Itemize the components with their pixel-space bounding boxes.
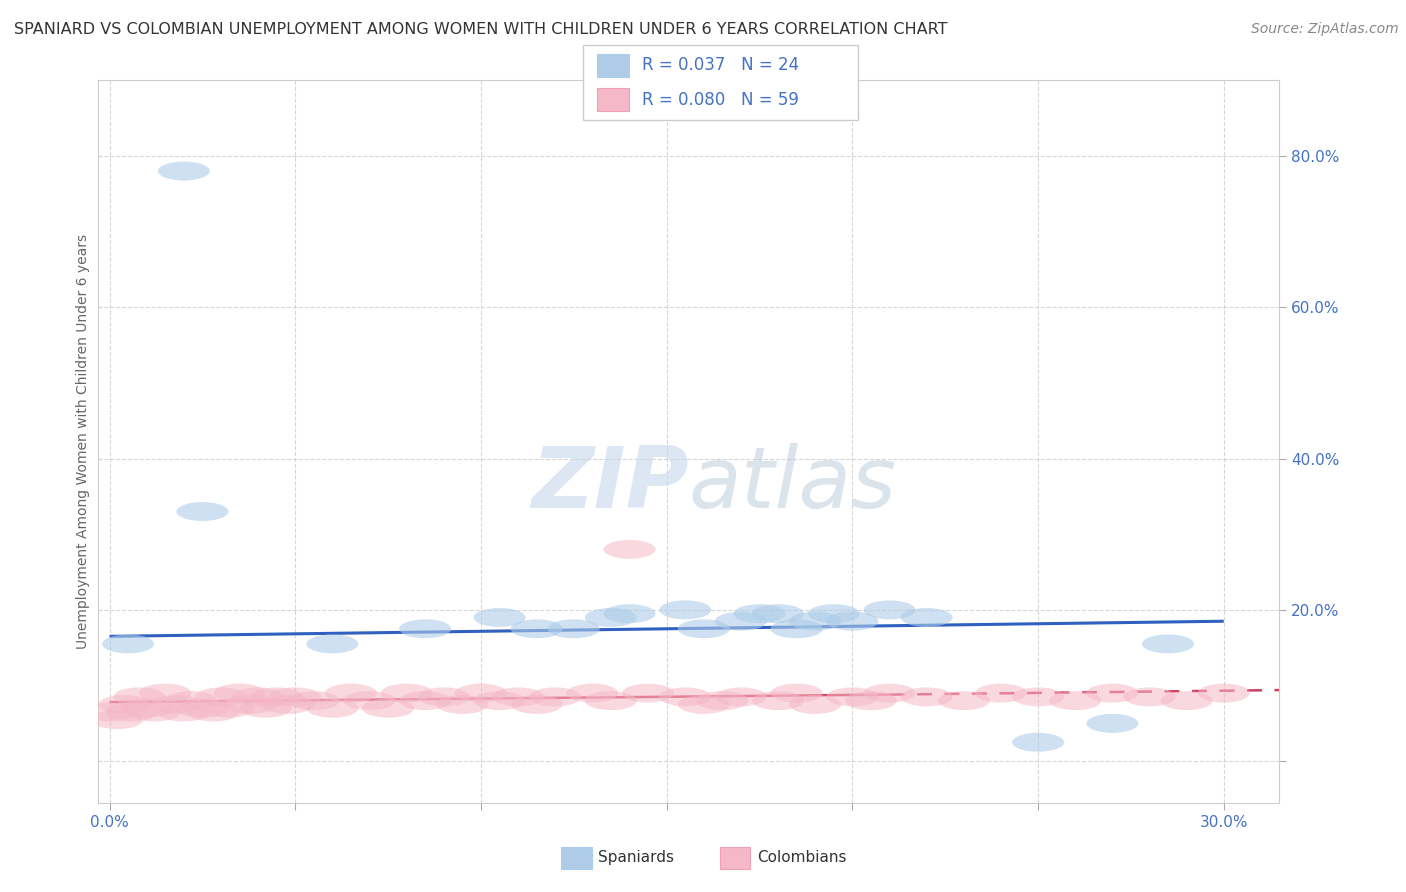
Ellipse shape <box>187 703 239 722</box>
Ellipse shape <box>176 698 228 718</box>
Ellipse shape <box>1012 688 1064 706</box>
Ellipse shape <box>696 691 748 710</box>
Bar <box>561 847 592 869</box>
Ellipse shape <box>157 703 209 722</box>
Ellipse shape <box>678 695 730 714</box>
Ellipse shape <box>901 608 953 627</box>
Ellipse shape <box>195 688 247 706</box>
Ellipse shape <box>659 688 711 706</box>
Ellipse shape <box>752 604 804 624</box>
Ellipse shape <box>845 691 897 710</box>
Ellipse shape <box>621 683 673 703</box>
Ellipse shape <box>1198 683 1250 703</box>
Ellipse shape <box>474 691 526 710</box>
Ellipse shape <box>603 604 655 624</box>
Ellipse shape <box>585 691 637 710</box>
Ellipse shape <box>239 698 291 718</box>
Ellipse shape <box>436 695 488 714</box>
Ellipse shape <box>659 600 711 619</box>
Ellipse shape <box>456 683 508 703</box>
Ellipse shape <box>98 695 150 714</box>
Ellipse shape <box>789 612 841 631</box>
Ellipse shape <box>202 698 254 718</box>
Ellipse shape <box>225 695 277 714</box>
Ellipse shape <box>752 691 804 710</box>
Ellipse shape <box>827 612 879 631</box>
Ellipse shape <box>808 604 860 624</box>
Ellipse shape <box>789 695 841 714</box>
Ellipse shape <box>214 683 266 703</box>
Ellipse shape <box>150 695 202 714</box>
Text: SPANIARD VS COLOMBIAN UNEMPLOYMENT AMONG WOMEN WITH CHILDREN UNDER 6 YEARS CORRE: SPANIARD VS COLOMBIAN UNEMPLOYMENT AMONG… <box>14 22 948 37</box>
Ellipse shape <box>128 703 180 722</box>
Ellipse shape <box>714 612 766 631</box>
Ellipse shape <box>307 698 359 718</box>
Ellipse shape <box>974 683 1026 703</box>
Ellipse shape <box>1012 733 1064 752</box>
Ellipse shape <box>288 691 340 710</box>
Ellipse shape <box>585 608 637 627</box>
Ellipse shape <box>734 604 786 624</box>
Ellipse shape <box>399 691 451 710</box>
Ellipse shape <box>827 688 879 706</box>
Ellipse shape <box>262 695 314 714</box>
Ellipse shape <box>714 688 766 706</box>
Text: R = 0.080   N = 59: R = 0.080 N = 59 <box>641 91 799 109</box>
Ellipse shape <box>114 688 166 706</box>
Ellipse shape <box>250 688 302 706</box>
Text: ZIP: ZIP <box>531 443 689 526</box>
Bar <box>598 88 628 112</box>
Ellipse shape <box>510 695 562 714</box>
Ellipse shape <box>770 619 823 639</box>
Ellipse shape <box>567 683 619 703</box>
Text: R = 0.037   N = 24: R = 0.037 N = 24 <box>641 56 799 74</box>
Ellipse shape <box>232 688 284 706</box>
Ellipse shape <box>270 688 321 706</box>
Ellipse shape <box>863 683 915 703</box>
Ellipse shape <box>863 600 915 619</box>
Text: Colombians: Colombians <box>756 850 846 864</box>
Ellipse shape <box>678 619 730 639</box>
Ellipse shape <box>1087 683 1139 703</box>
Ellipse shape <box>492 688 544 706</box>
Ellipse shape <box>938 691 990 710</box>
Ellipse shape <box>307 634 359 653</box>
Ellipse shape <box>105 703 157 722</box>
Ellipse shape <box>381 683 433 703</box>
Text: Source: ZipAtlas.com: Source: ZipAtlas.com <box>1251 22 1399 37</box>
Ellipse shape <box>157 161 209 180</box>
Y-axis label: Unemployment Among Women with Children Under 6 years: Unemployment Among Women with Children U… <box>76 234 90 649</box>
Ellipse shape <box>363 698 415 718</box>
Ellipse shape <box>176 502 228 521</box>
Ellipse shape <box>1142 634 1194 653</box>
Ellipse shape <box>343 691 395 710</box>
Ellipse shape <box>103 634 155 653</box>
Ellipse shape <box>418 688 470 706</box>
Ellipse shape <box>91 710 143 729</box>
Ellipse shape <box>139 683 191 703</box>
Ellipse shape <box>548 619 600 639</box>
Bar <box>598 54 628 77</box>
Ellipse shape <box>1160 691 1212 710</box>
Text: atlas: atlas <box>689 443 897 526</box>
Ellipse shape <box>901 688 953 706</box>
Text: Spaniards: Spaniards <box>599 850 675 864</box>
Bar <box>720 847 751 869</box>
Ellipse shape <box>325 683 377 703</box>
Ellipse shape <box>474 608 526 627</box>
Ellipse shape <box>1123 688 1175 706</box>
Ellipse shape <box>603 540 655 558</box>
Ellipse shape <box>529 688 581 706</box>
Ellipse shape <box>166 691 218 710</box>
Ellipse shape <box>510 619 562 639</box>
Ellipse shape <box>121 698 173 718</box>
Ellipse shape <box>399 619 451 639</box>
Ellipse shape <box>1087 714 1139 733</box>
Ellipse shape <box>1049 691 1101 710</box>
Ellipse shape <box>770 683 823 703</box>
Ellipse shape <box>83 703 135 722</box>
